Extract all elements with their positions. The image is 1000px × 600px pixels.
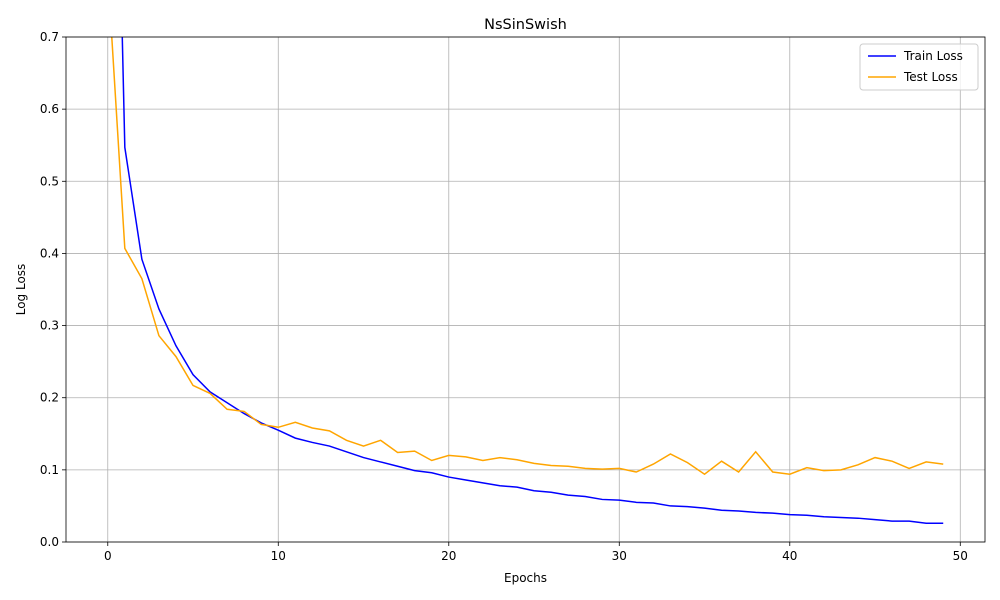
- y-tick-label: 0.3: [40, 319, 59, 333]
- y-tick-label: 0.5: [40, 174, 59, 188]
- y-tick-label: 0.4: [40, 246, 59, 260]
- plot-lines: [111, 37, 944, 524]
- series-line: [121, 37, 944, 524]
- y-axis-label: Log Loss: [14, 264, 28, 316]
- x-tick-label: 30: [612, 549, 627, 563]
- x-tick-label: 0: [104, 549, 112, 563]
- chart-title: NsSinSwish: [484, 17, 567, 33]
- legend-label: Train Loss: [903, 49, 963, 63]
- x-tick-label: 10: [271, 549, 286, 563]
- y-tick-label: 0.0: [40, 535, 59, 549]
- x-tick-label: 50: [953, 549, 968, 563]
- y-tick-label: 0.1: [40, 463, 59, 477]
- x-tick-label: 40: [782, 549, 797, 563]
- x-axis-label: Epochs: [504, 571, 547, 585]
- legend-label: Test Loss: [903, 70, 958, 84]
- y-tick-label: 0.7: [40, 30, 59, 44]
- y-tick-label: 0.6: [40, 102, 59, 116]
- series-line: [111, 37, 944, 476]
- plot-frame: [65, 36, 986, 543]
- y-tick-label: 0.2: [40, 391, 59, 405]
- x-tick-label: 20: [441, 549, 456, 563]
